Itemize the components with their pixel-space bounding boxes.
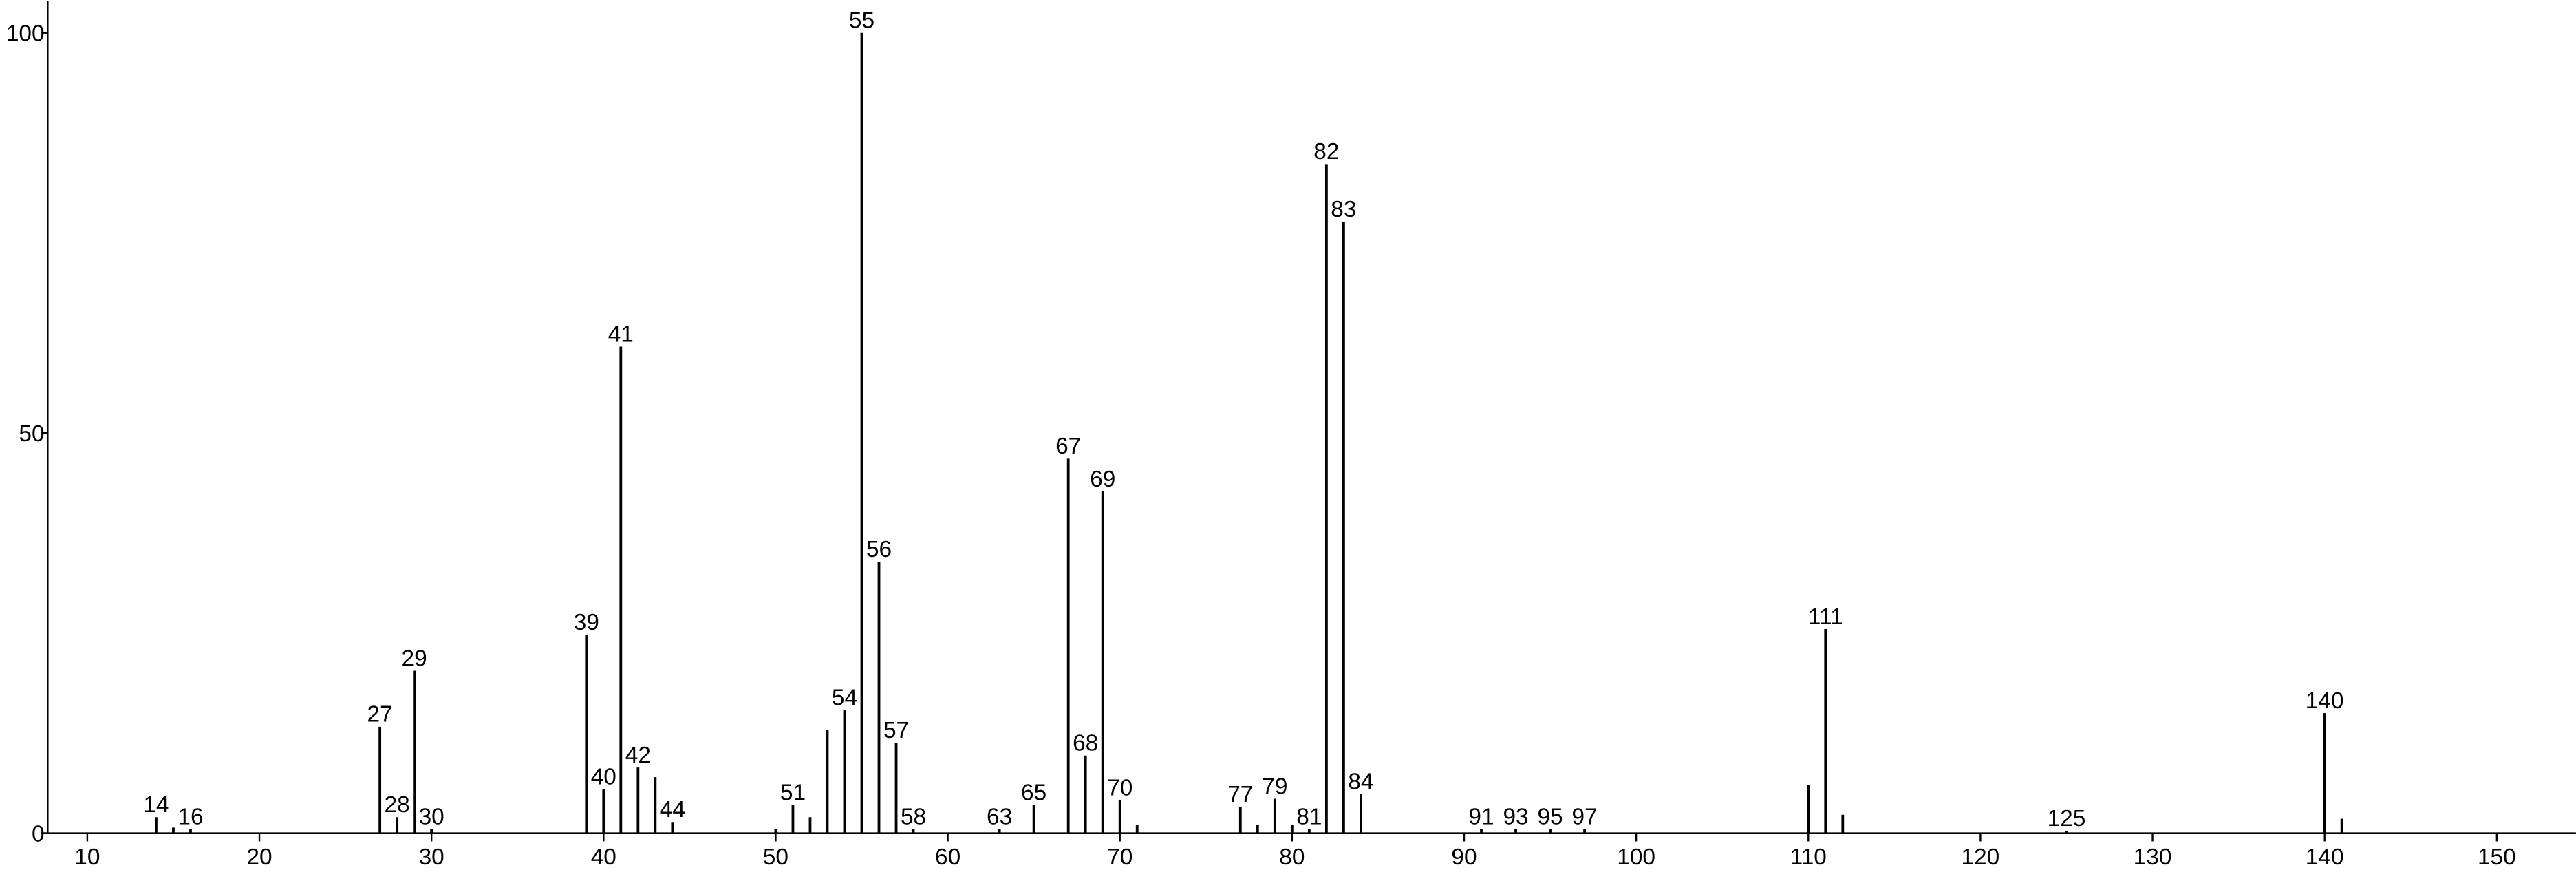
x-tick-label: 100: [1617, 845, 1655, 870]
peak-label: 111: [1808, 604, 1843, 630]
peak-label: 65: [1021, 781, 1046, 806]
x-tick-label: 50: [763, 845, 788, 870]
peak-label: 51: [780, 781, 806, 806]
peak-label: 91: [1468, 805, 1494, 830]
peak-label: 14: [143, 792, 169, 818]
x-tick-label: 130: [2134, 845, 2172, 870]
peak-label: 28: [385, 792, 410, 818]
peak-label: 63: [987, 805, 1012, 830]
peak-label: 68: [1073, 731, 1098, 756]
peak-label: 82: [1313, 139, 1339, 165]
peak-label: 97: [1572, 805, 1598, 830]
peak-label: 81: [1296, 805, 1322, 830]
x-tick-label: 90: [1451, 845, 1477, 870]
y-tick-label: 0: [32, 821, 45, 847]
peak-label: 29: [402, 646, 427, 671]
y-tick-label: 100: [6, 21, 45, 47]
peak-label: 70: [1107, 776, 1133, 801]
peak-label: 140: [2306, 688, 2344, 714]
peak-label: 42: [625, 743, 651, 768]
peak-label: 27: [367, 702, 393, 728]
peak-label: 16: [178, 805, 203, 830]
x-tick-label: 30: [419, 845, 444, 870]
peak-label: 69: [1090, 467, 1115, 492]
peak-label: 57: [883, 718, 909, 743]
x-tick-label: 110: [1790, 845, 1827, 870]
x-tick-label: 60: [935, 845, 960, 870]
peak-label: 84: [1348, 769, 1373, 794]
x-tick-label: 80: [1279, 845, 1305, 870]
peak-label: 83: [1331, 197, 1356, 222]
peak-label: 55: [849, 8, 874, 34]
peak-label: 44: [660, 797, 685, 823]
peak-label: 93: [1503, 805, 1528, 830]
peak-label: 54: [832, 685, 857, 710]
x-tick-label: 140: [2306, 845, 2344, 870]
x-tick-label: 120: [1962, 845, 2000, 870]
y-tick-label: 50: [19, 421, 44, 447]
peak-label: 30: [419, 805, 444, 830]
peak-label: 95: [1537, 805, 1563, 830]
x-tick-label: 150: [2478, 845, 2516, 870]
peak-label: 77: [1227, 782, 1253, 807]
peak-label: 125: [2048, 806, 2086, 831]
peak-label: 40: [591, 764, 616, 789]
peak-label: 67: [1055, 434, 1081, 459]
peak-label: 58: [901, 805, 926, 830]
x-tick-label: 70: [1107, 845, 1133, 870]
peak-label: 41: [608, 321, 634, 347]
x-tick-label: 10: [74, 845, 100, 870]
x-tick-label: 40: [591, 845, 616, 870]
peak-label: 79: [1262, 774, 1287, 799]
x-tick-label: 20: [246, 845, 272, 870]
peak-label: 39: [574, 610, 599, 635]
peak-label: 56: [866, 537, 892, 562]
